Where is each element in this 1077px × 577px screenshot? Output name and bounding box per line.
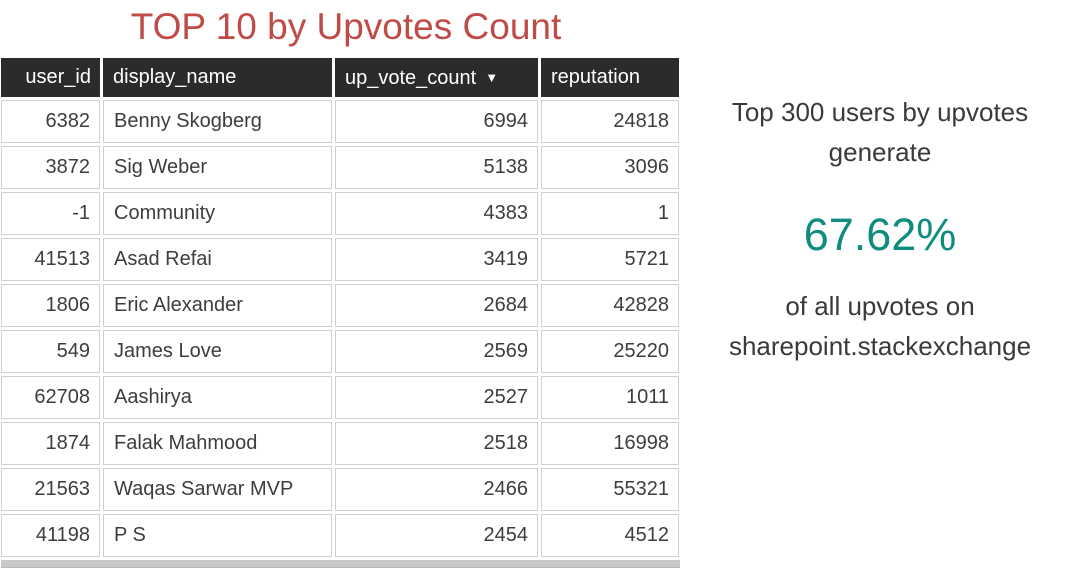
cell-user-id: 549 [1,330,100,373]
cell-user-id: 3872 [1,146,100,189]
table-body: 6382 Benny Skogberg 6994 24818 3872 Sig … [1,100,683,557]
table-row: 62708 Aashirya 2527 1011 [1,376,683,419]
table-row: 3872 Sig Weber 5138 3096 [1,146,683,189]
cell-user-id: 6382 [1,100,100,143]
cell-display-name: Asad Refai [103,238,332,281]
top10-upvotes-table: user_id display_name up_vote_count ▼ repu… [1,58,683,568]
cell-up-vote-count: 5138 [335,146,538,189]
table-visual-title: TOP 10 by Upvotes Count [130,6,562,47]
cell-reputation: 25220 [541,330,679,373]
table-row: 549 James Love 2569 25220 [1,330,683,373]
cell-up-vote-count: 2527 [335,376,538,419]
cell-user-id: 41513 [1,238,100,281]
column-header-label: display_name [113,66,237,88]
kpi-outro-line2: sharepoint.stackexchange [728,331,1032,361]
cell-reputation: 24818 [541,100,679,143]
cell-user-id: 1806 [1,284,100,327]
cell-reputation: 5721 [541,238,679,281]
cell-display-name: Waqas Sarwar MVP [103,468,332,511]
cell-display-name: Benny Skogberg [103,100,332,143]
cell-up-vote-count: 2454 [335,514,538,557]
cell-reputation: 1011 [541,376,679,419]
cell-reputation: 1 [541,192,679,235]
column-header-label: up_vote_count [345,67,477,89]
cell-display-name: Sig Weber [103,146,332,189]
cell-up-vote-count: 6994 [335,100,538,143]
table-row: 1874 Falak Mahmood 2518 16998 [1,422,683,465]
cell-up-vote-count: 4383 [335,192,538,235]
cell-display-name: P S [103,514,332,557]
table-row: 41198 P S 2454 4512 [1,514,683,557]
cell-up-vote-count: 2684 [335,284,538,327]
column-header-up-vote-count[interactable]: up_vote_count ▼ [335,58,538,97]
kpi-intro-line1: Top 300 users by upvotes [731,97,1029,127]
table-row: 41513 Asad Refai 3419 5721 [1,238,683,281]
kpi-intro-line2: generate [828,137,932,167]
kpi-outro-line1: of all upvotes on [785,291,975,321]
table-row: 21563 Waqas Sarwar MVP 2466 55321 [1,468,683,511]
cell-user-id: 21563 [1,468,100,511]
cell-up-vote-count: 3419 [335,238,538,281]
cell-user-id: 62708 [1,376,100,419]
table-header-row: user_id display_name up_vote_count ▼ repu… [1,58,683,97]
cell-display-name: Community [103,192,332,235]
cell-user-id: 41198 [1,514,100,557]
sort-descending-icon: ▼ [485,70,499,85]
column-header-label: user_id [25,66,91,88]
table-row: 1806 Eric Alexander 2684 42828 [1,284,683,327]
cell-reputation: 16998 [541,422,679,465]
horizontal-scrollbar[interactable] [1,560,680,568]
cell-user-id: -1 [1,192,100,235]
column-header-display-name[interactable]: display_name [103,58,332,97]
cell-reputation: 4512 [541,514,679,557]
cell-reputation: 42828 [541,284,679,327]
cell-display-name: Eric Alexander [103,284,332,327]
cell-reputation: 3096 [541,146,679,189]
cell-display-name: Falak Mahmood [103,422,332,465]
column-header-reputation[interactable]: reputation [541,58,679,97]
cell-display-name: James Love [103,330,332,373]
cell-reputation: 55321 [541,468,679,511]
column-header-user-id[interactable]: user_id [1,58,100,97]
cell-up-vote-count: 2466 [335,468,538,511]
cell-up-vote-count: 2569 [335,330,538,373]
cell-display-name: Aashirya [103,376,332,419]
table-row: -1 Community 4383 1 [1,192,683,235]
kpi-percentage-value: 67.62% [803,209,957,260]
table-row: 6382 Benny Skogberg 6994 24818 [1,100,683,143]
cell-up-vote-count: 2518 [335,422,538,465]
kpi-callout: Top 300 users by upvotes generate 67.62%… [688,92,1072,366]
cell-user-id: 1874 [1,422,100,465]
column-header-label: reputation [551,66,640,88]
